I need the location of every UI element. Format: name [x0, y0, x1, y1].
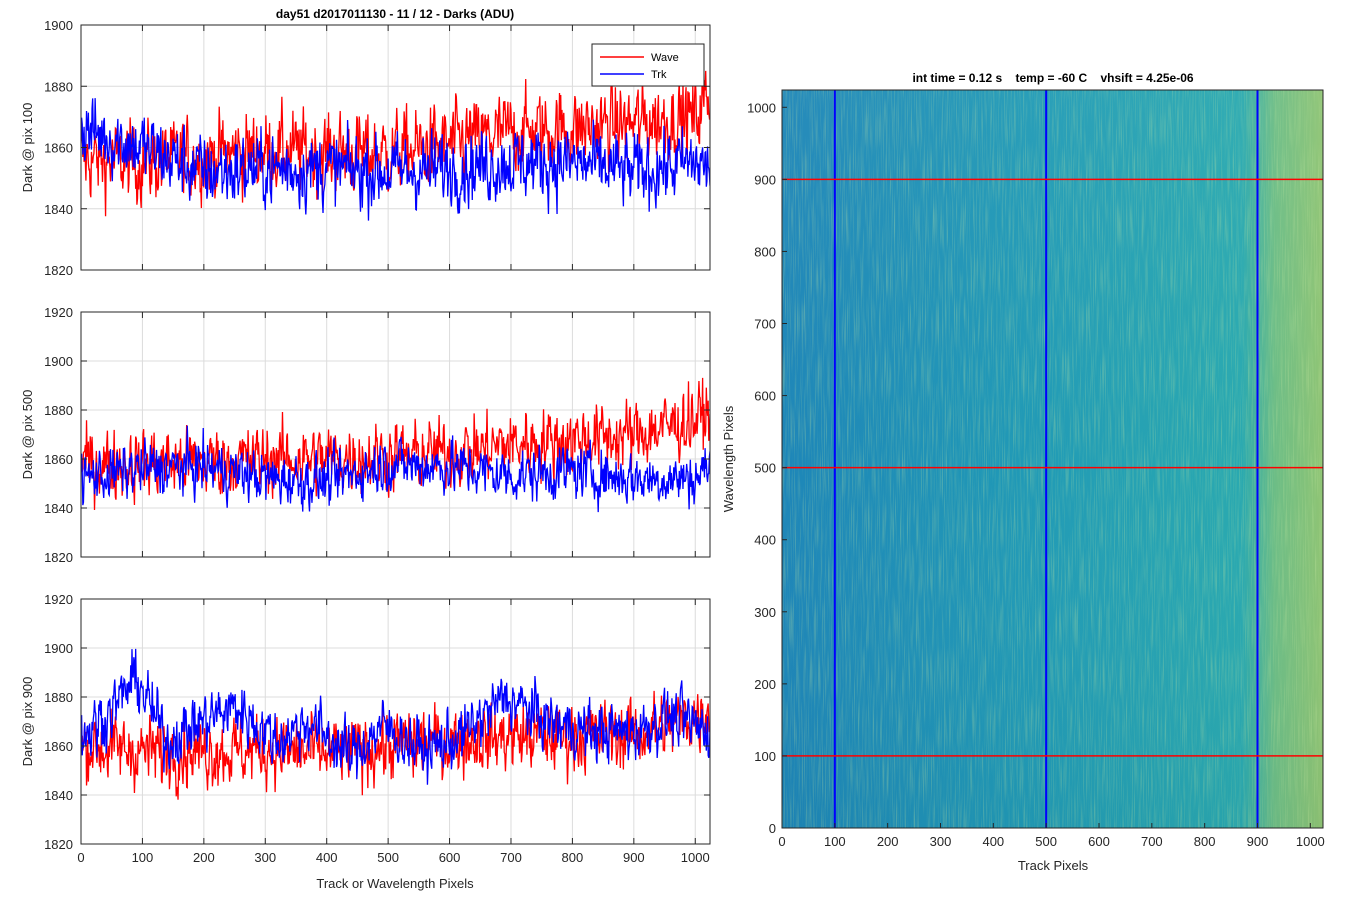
heatmap-shade: [782, 90, 1323, 828]
heatmap-y-tick-label: 0: [769, 821, 776, 836]
legend-wave-label: Wave: [651, 52, 679, 64]
series-line-trk: [81, 98, 710, 221]
x-tick-label: 400: [316, 850, 338, 865]
line-panel-pix-900: 0 100 200 300 400 500 600 700 800 900 1000 1820 1840…: [20, 592, 711, 865]
x-tick-label: 800: [562, 850, 584, 865]
y-tick-label: 1880: [44, 690, 73, 705]
heatmap-y-tick-label: 200: [754, 677, 776, 692]
axes-box: [80, 311, 711, 558]
heatmap-y-tick-label: 400: [754, 533, 776, 548]
heatmap-x-tick-label: 700: [1141, 834, 1163, 849]
heatmap-y-tick-label: 800: [754, 244, 776, 259]
y-tick-label: 1880: [44, 403, 73, 418]
heatmap-x-tick-label: 300: [930, 834, 952, 849]
heatmap-y-tick-label: 700: [754, 317, 776, 332]
x-tick-label: 300: [254, 850, 276, 865]
heatmap-y-tick-label: 500: [754, 461, 776, 476]
y-axis-label: Dark @ pix 900: [20, 677, 35, 767]
heatmap-x-tick-label: 600: [1088, 834, 1110, 849]
legend-trk-label: Trk: [651, 69, 667, 81]
y-tick-label: 1840: [44, 788, 73, 803]
y-tick-label: 1920: [44, 592, 73, 607]
figure-title: day51 d2017011130 - 11 / 12 - Darks (ADU…: [276, 7, 514, 21]
y-tick-label: 1820: [44, 550, 73, 565]
heatmap-x-tick-label: 0: [778, 834, 785, 849]
legend: Wave Trk: [591, 43, 705, 87]
heatmap-y-tick-label: 100: [754, 749, 776, 764]
y-tick-label: 1820: [44, 837, 73, 852]
heatmap-y-tick-label: 300: [754, 605, 776, 620]
heatmap-x-tick-label: 400: [982, 834, 1004, 849]
heatmap-y-tick-label: 900: [754, 172, 776, 187]
series-line-wave: [81, 70, 710, 217]
y-tick-label: 1920: [44, 305, 73, 320]
y-axis-label: Dark @ pix 500: [20, 390, 35, 480]
line-panel-pix-500: 1820 1840 1860 1880 1900 1920 Dark @ pix 500: [20, 305, 711, 565]
y-tick-label: 1820: [44, 263, 73, 278]
heatmap-x-tick-label: 1000: [1296, 834, 1325, 849]
x-tick-label: 900: [623, 850, 645, 865]
heatmap-axes-box: [781, 89, 1324, 829]
heatmap-title: int time = 0.12 s temp = -60 C vhsift = …: [912, 71, 1193, 85]
y-tick-label: 1900: [44, 354, 73, 369]
heatmap-x-tick-label: 500: [1035, 834, 1057, 849]
heatmap-marker-lines: [782, 90, 1323, 828]
heatmap-x-label: Track Pixels: [1018, 858, 1089, 873]
x-tick-label: 500: [377, 850, 399, 865]
x-tick-label: 1000: [681, 850, 710, 865]
y-tick-label: 1860: [44, 739, 73, 754]
series-line-trk: [81, 425, 710, 513]
y-tick-label: 1880: [44, 79, 73, 94]
heatmap-x-tick-label: 200: [877, 834, 899, 849]
heatmap-y-tick-label: 1000: [747, 100, 776, 115]
heatmap-y-tick-label: 600: [754, 389, 776, 404]
heatmap-x-tick-label: 100: [824, 834, 846, 849]
series-line-wave: [81, 690, 710, 800]
heatmap-y-label: Wavelength Pixels: [721, 405, 736, 512]
y-tick-label: 1840: [44, 202, 73, 217]
heatmap-axes: 0 100 200 300 400 500 600 700 800 900 1000 0 100 200 3…: [747, 89, 1325, 849]
x-axis-label: Track or Wavelength Pixels: [316, 876, 474, 891]
heatmap-x-tick-label: 900: [1247, 834, 1269, 849]
y-tick-label: 1900: [44, 641, 73, 656]
x-tick-label: 700: [500, 850, 522, 865]
x-tick-label: 200: [193, 850, 215, 865]
axes-box: [80, 598, 711, 845]
y-axis-label: Dark @ pix 100: [20, 103, 35, 193]
y-tick-label: 1840: [44, 501, 73, 516]
series-group: [81, 648, 710, 800]
heatmap-x-tick-label: 800: [1194, 834, 1216, 849]
x-tick-label: 100: [132, 850, 154, 865]
x-tick-label: 600: [439, 850, 461, 865]
x-tick-label: 0: [77, 850, 84, 865]
y-tick-label: 1900: [44, 18, 73, 33]
heatmap-panel: int time = 0.12 s temp = -60 C vhsift = …: [721, 71, 1325, 873]
legend-box: [591, 43, 705, 87]
series-group: [81, 70, 710, 221]
series-group: [81, 377, 710, 513]
series-line-trk: [81, 648, 710, 785]
y-tick-label: 1860: [44, 452, 73, 467]
y-tick-label: 1860: [44, 141, 73, 156]
